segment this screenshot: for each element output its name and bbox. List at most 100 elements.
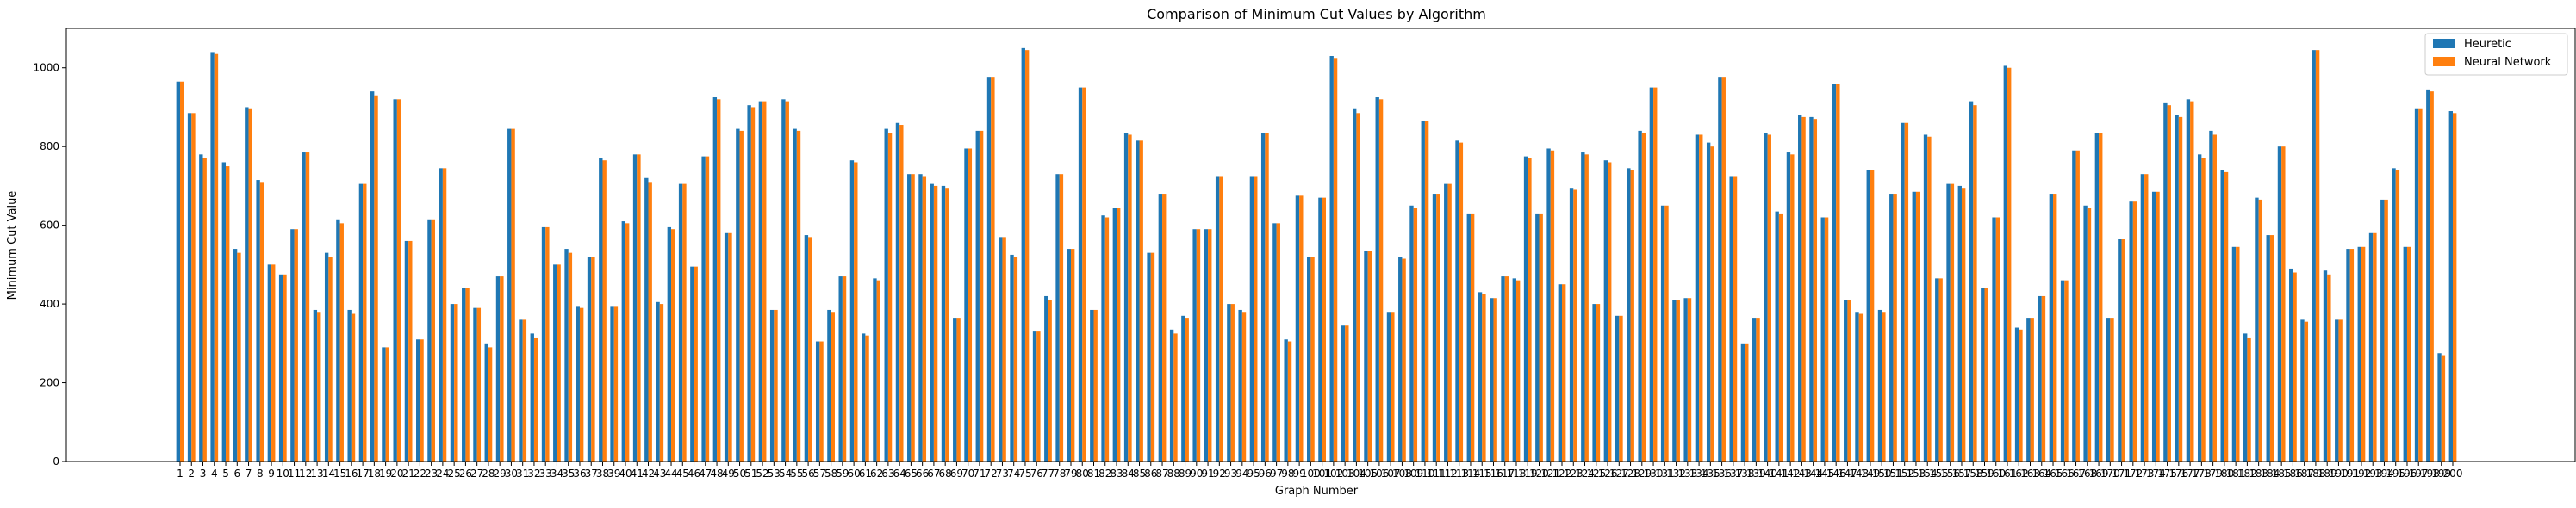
legend-swatch-heuretic (2433, 39, 2455, 48)
x-tick-label-88: 88 (1167, 468, 1180, 480)
bar-heuretic-133 (1683, 298, 1688, 462)
x-tick-label-109: 109 (1403, 468, 1423, 480)
bar-heuretic-164 (2038, 295, 2042, 462)
bar-neural-network-87 (1162, 194, 1167, 462)
bar-heuretic-8 (256, 180, 260, 462)
x-tick-label-87: 87 (1155, 468, 1168, 480)
bar-neural-network-85 (1139, 140, 1143, 462)
bar-heuretic-77 (1044, 295, 1048, 462)
bar-neural-network-125 (1596, 304, 1601, 462)
bar-heuretic-190 (2335, 319, 2339, 462)
bar-neural-network-81 (1093, 309, 1098, 462)
bar-heuretic-184 (2266, 235, 2270, 462)
bar-neural-network-83 (1117, 208, 1121, 462)
bar-neural-network-93 (1230, 304, 1235, 462)
bar-heuretic-75 (1021, 47, 1025, 462)
bar-heuretic-82 (1101, 215, 1105, 462)
x-tick-label-38: 38 (596, 468, 609, 480)
bar-heuretic-53 (769, 309, 775, 462)
x-tick-label-22: 22 (414, 468, 426, 480)
x-tick-label-30: 30 (505, 468, 518, 480)
bar-heuretic-15 (336, 219, 340, 462)
bar-neural-network-161 (2007, 67, 2012, 462)
x-tick-label-119: 119 (1518, 468, 1538, 480)
bar-neural-network-129 (1641, 133, 1646, 462)
bar-neural-network-44 (671, 229, 675, 462)
bar-neural-network-120 (1539, 213, 1543, 462)
bar-neural-network-133 (1687, 298, 1692, 462)
x-tick-label-25: 25 (448, 468, 461, 480)
bar-heuretic-199 (2437, 353, 2442, 462)
bar-neural-network-111 (1436, 194, 1440, 462)
x-tick-label-185: 185 (2272, 468, 2292, 480)
bar-heuretic-173 (2140, 174, 2145, 462)
bar-heuretic-165 (2049, 194, 2054, 462)
bar-heuretic-4 (210, 52, 215, 462)
x-tick-label-112: 112 (1438, 468, 1458, 480)
x-tick-label-55: 55 (790, 468, 803, 480)
bar-heuretic-153 (1912, 191, 1916, 462)
bar-heuretic-14 (324, 252, 329, 462)
x-tick-label-172: 172 (2123, 468, 2143, 480)
bar-heuretic-171 (2118, 239, 2122, 462)
bar-heuretic-80 (1078, 87, 1083, 462)
x-tick-label-78: 78 (1053, 468, 1066, 480)
bar-neural-network-154 (1927, 136, 1932, 462)
bar-neural-network-185 (2281, 146, 2286, 462)
bar-neural-network-34 (557, 264, 561, 462)
bar-heuretic-22 (416, 339, 420, 462)
bar-heuretic-182 (2243, 333, 2248, 462)
x-tick-label-186: 186 (2283, 468, 2303, 480)
bar-heuretic-192 (2357, 246, 2361, 462)
x-tick-label-175: 175 (2157, 468, 2177, 480)
bar-neural-network-47 (705, 156, 710, 462)
x-tick-label-77: 77 (1042, 468, 1055, 480)
bar-neural-network-6 (237, 252, 241, 462)
bar-neural-network-20 (396, 99, 401, 462)
bar-neural-network-143 (1801, 116, 1806, 462)
bar-neural-network-162 (2019, 329, 2023, 462)
bar-neural-network-96 (1265, 133, 1269, 462)
bar-neural-network-146 (1836, 84, 1840, 462)
bar-heuretic-119 (1523, 156, 1528, 462)
x-tick-label-49: 49 (722, 468, 735, 480)
bar-heuretic-66 (918, 174, 923, 462)
bar-neural-network-119 (1528, 158, 1532, 462)
bar-heuretic-65 (907, 174, 912, 462)
bar-heuretic-69 (953, 318, 957, 462)
x-tick-label-167: 167 (2066, 468, 2086, 480)
bar-heuretic-146 (1832, 84, 1837, 462)
bar-heuretic-68 (941, 185, 946, 462)
bar-neural-network-23 (431, 219, 436, 462)
x-tick-label-101: 101 (1312, 468, 1332, 480)
bar-heuretic-148 (1855, 312, 1859, 462)
bar-heuretic-105 (1364, 251, 1368, 462)
bar-heuretic-34 (553, 264, 557, 462)
bar-heuretic-172 (2129, 201, 2133, 462)
bar-heuretic-183 (2255, 197, 2259, 462)
bar-neural-network-10 (283, 274, 287, 462)
bar-heuretic-99 (1295, 195, 1300, 462)
x-tick-label-130: 130 (1644, 468, 1664, 480)
x-tick-label-15: 15 (333, 468, 346, 480)
bar-neural-network-144 (1813, 119, 1818, 462)
bar-neural-network-187 (2304, 321, 2309, 462)
x-tick-label-158: 158 (1963, 468, 1983, 480)
bar-heuretic-30 (507, 128, 512, 462)
bar-neural-network-115 (1482, 294, 1486, 462)
bar-heuretic-45 (678, 183, 683, 462)
bar-neural-network-165 (2053, 194, 2057, 462)
bar-heuretic-163 (2026, 318, 2031, 462)
x-tick-label-84: 84 (1122, 468, 1135, 480)
x-tick-label-180: 180 (2214, 468, 2234, 480)
bar-heuretic-181 (2231, 246, 2237, 462)
y-tick-label-0: 0 (53, 455, 59, 468)
bar-neural-network-150 (1882, 312, 1886, 462)
bar-heuretic-46 (690, 266, 694, 462)
bar-neural-network-14 (328, 257, 333, 462)
bar-neural-network-79 (1070, 249, 1075, 462)
bar-heuretic-160 (1992, 217, 1996, 462)
x-tick-label-40: 40 (619, 468, 632, 480)
bar-heuretic-106 (1375, 97, 1379, 462)
bar-heuretic-44 (667, 226, 672, 462)
